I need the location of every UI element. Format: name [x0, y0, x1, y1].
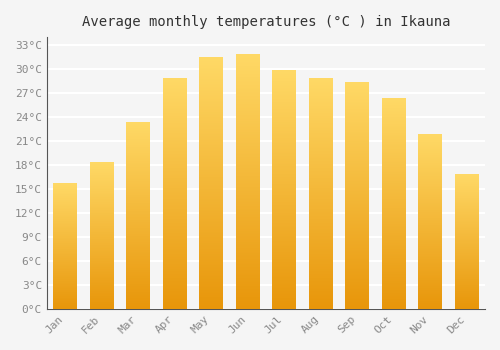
Title: Average monthly temperatures (°C ) in Ikauna: Average monthly temperatures (°C ) in Ik… [82, 15, 450, 29]
